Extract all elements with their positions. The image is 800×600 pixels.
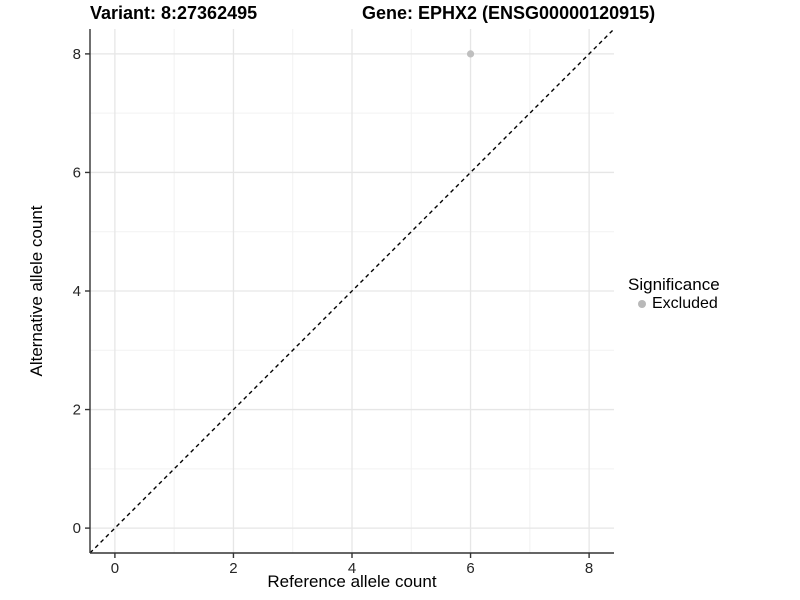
x-axis-title: Reference allele count — [267, 572, 437, 591]
y-tick-label: 8 — [73, 46, 81, 63]
legend-title: Significance — [628, 275, 720, 294]
x-tick-label: 0 — [111, 560, 119, 577]
x-tick-label: 8 — [585, 560, 593, 577]
x-tick-label: 2 — [229, 560, 237, 577]
legend-item-label: Excluded — [652, 295, 718, 312]
y-axis-title: Alternative allele count — [27, 205, 46, 377]
data-point — [466, 50, 475, 58]
y-tick-label: 2 — [73, 402, 81, 419]
legend: Significance Excluded — [628, 275, 720, 313]
y-tick-label: 4 — [73, 283, 81, 300]
y-tick-label: 0 — [73, 520, 81, 537]
plot-title-variant: Variant: 8:27362495 — [90, 3, 258, 23]
excluded-point-icon — [638, 300, 646, 308]
x-tick-label: 4 — [348, 560, 356, 577]
plot-title-gene: Gene: EPHX2 (ENSG00000120915) — [362, 3, 656, 23]
identity-dashed-line — [89, 28, 615, 554]
legend-item-excluded: Excluded — [628, 295, 720, 313]
x-tick-label: 6 — [466, 560, 474, 577]
y-tick-label: 6 — [73, 164, 81, 181]
